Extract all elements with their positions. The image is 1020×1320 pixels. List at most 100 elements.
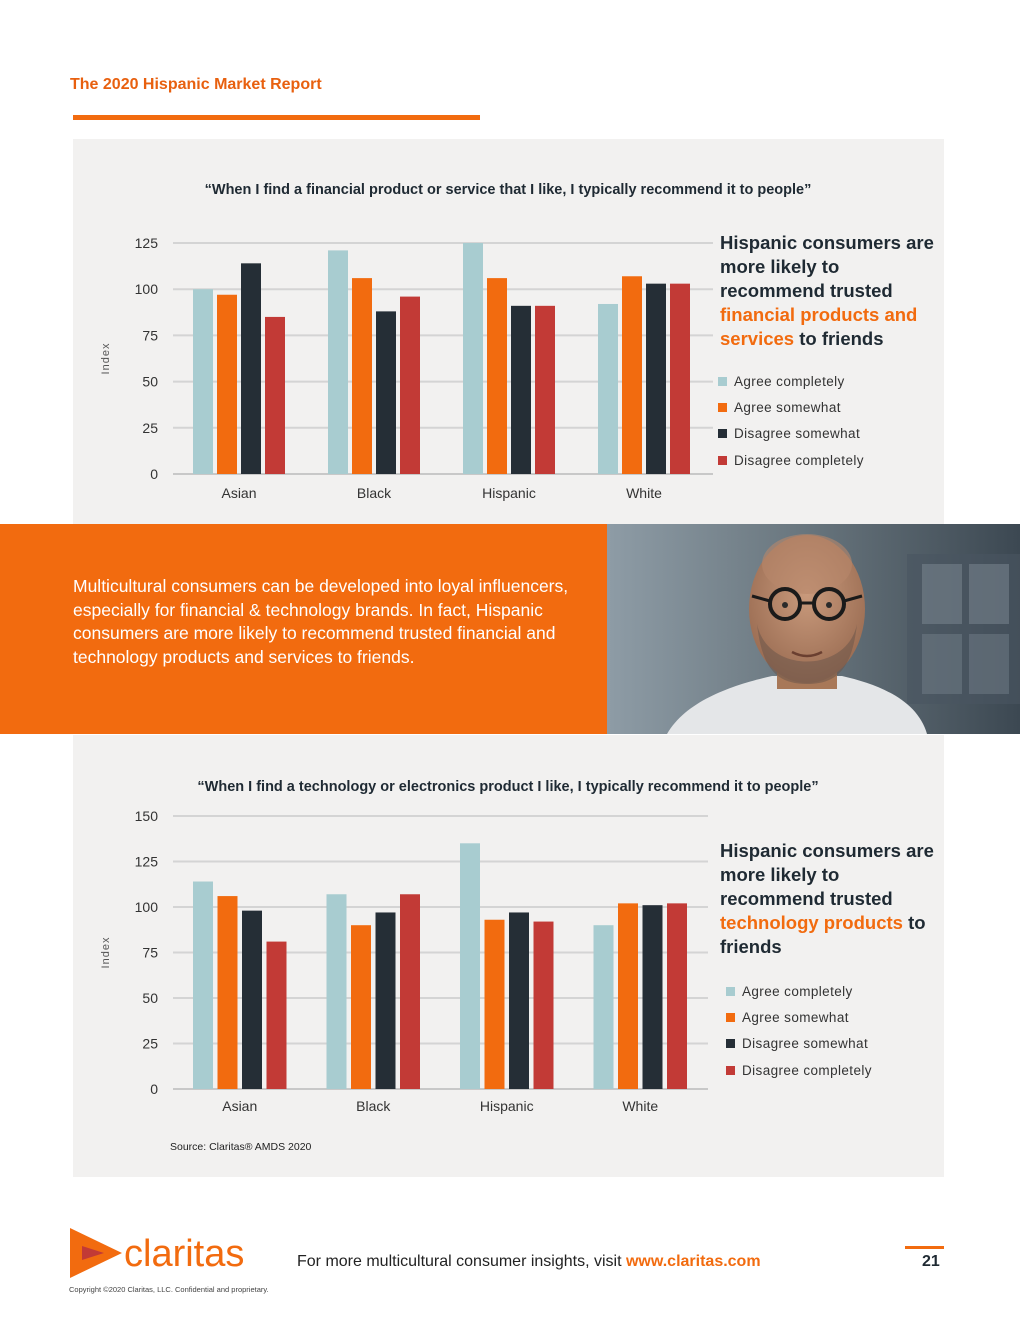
y-tick-label: 25 [142,1036,158,1052]
bar-white-disagree-completely [670,283,690,474]
legend-item: Agree somewhat [726,1004,872,1030]
legend-item: Disagree somewhat [718,421,864,447]
legend-item: Disagree completely [718,447,864,473]
bar-hispanic-agree-somewhat [487,278,507,474]
y-tick-label: 75 [142,945,158,961]
callout-highlight: financial products and services [720,304,918,349]
y-tick-label: 0 [150,466,158,482]
bar-asian-agree-somewhat [217,294,237,474]
callout-text: Hispanic consumers are more likely to re… [720,840,934,909]
bar-white-agree-completely [593,925,614,1089]
x-category-label: White [622,1098,658,1114]
financial-callout: Hispanic consumers are more likely to re… [720,231,935,351]
legend-item: Disagree completely [726,1057,872,1083]
bar-hispanic-agree-somewhat [484,919,505,1089]
technology-chart-panel: “When I find a technology or electronics… [73,735,944,1177]
footer-website-link[interactable]: www.claritas.com [625,1253,761,1270]
y-tick-label: 100 [135,281,159,297]
y-tick-label: 150 [135,808,159,824]
legend-swatch [718,376,727,386]
bar-asian-agree-completely [193,289,213,474]
logo-wordmark: claritas [124,1233,244,1275]
legend-swatch [726,1039,735,1049]
bar-hispanic-disagree-somewhat [511,305,531,474]
bar-asian-disagree-somewhat [242,910,262,1089]
bar-white-disagree-somewhat [646,283,666,474]
page-number-rule [905,1246,944,1249]
bar-asian-disagree-completely [266,941,287,1089]
legend-label: Disagree somewhat [742,1036,869,1052]
x-category-label: Black [356,1098,391,1114]
page-number: 21 [922,1253,940,1270]
claritas-logo: claritas [70,1228,244,1278]
bar-black-disagree-somewhat [375,912,396,1089]
bar-white-agree-completely [598,303,618,474]
x-category-label: Asian [222,1098,257,1114]
chart-title: “When I find a technology or electronics… [197,779,818,795]
legend-swatch [726,1065,735,1075]
legend-swatch [718,402,727,412]
bar-white-agree-somewhat [622,276,642,474]
bar-asian-agree-completely [193,881,213,1089]
legend-swatch [726,986,735,996]
bar-hispanic-agree-completely [460,843,480,1089]
callout-text: Hispanic consumers are more likely to re… [720,232,934,301]
bar-asian-disagree-somewhat [241,263,261,474]
y-tick-label: 125 [135,854,159,870]
bar-black-agree-completely [326,894,347,1089]
legend-swatch [718,429,727,439]
technology-bar-chart: “When I find a technology or electronics… [100,779,819,1153]
x-category-label: Asian [221,485,256,501]
bar-white-disagree-completely [667,903,687,1089]
title-divider [73,115,480,120]
legend-label: Disagree completely [734,452,864,468]
bar-black-agree-somewhat [352,278,372,474]
y-tick-label: 50 [142,374,158,390]
legend-label: Disagree somewhat [734,426,861,442]
legend-label: Agree completely [734,373,845,389]
bar-hispanic-disagree-completely [533,921,554,1089]
bar-asian-disagree-completely [265,316,285,474]
legend-label: Agree somewhat [734,399,841,415]
bar-black-agree-completely [328,250,348,474]
callout-highlight: technology products [720,912,903,933]
bar-hispanic-agree-completely [463,243,483,474]
bar-white-disagree-somewhat [642,905,663,1089]
bar-black-agree-somewhat [351,925,371,1089]
footer-visit-text: For more multicultural consumer insights… [297,1253,761,1270]
bar-black-disagree-somewhat [376,311,396,474]
legend-label: Disagree completely [742,1062,872,1078]
legend-label: Agree somewhat [742,1009,849,1025]
report-title: The 2020 Hispanic Market Report [70,76,322,93]
technology-legend: Agree completely Agree somewhat Disagree s… [726,978,872,1083]
callout-text-end: to friends [720,912,926,957]
financial-bar-chart: “When I find a financial product or serv… [100,182,812,501]
y-axis-title: Index [100,937,112,969]
bar-hispanic-disagree-somewhat [509,912,529,1089]
technology-callout: Hispanic consumers are more likely to re… [720,839,935,959]
bar-hispanic-disagree-completely [535,305,555,474]
financial-legend: Agree completely Agree somewhat Disagree s… [718,368,864,473]
portrait-photo [607,524,1020,734]
legend-item: Agree completely [718,368,864,394]
y-tick-label: 0 [150,1081,158,1097]
bar-asian-agree-somewhat [217,896,238,1089]
x-category-label: Black [357,485,392,501]
bar-black-disagree-completely [400,894,420,1089]
bar-black-disagree-completely [400,296,420,474]
y-axis-title: Index [100,343,112,375]
copyright-notice: Copyright ©2020 Claritas, LLC. Confident… [69,1285,269,1294]
legend-swatch [726,1012,735,1022]
legend-item: Agree completely [726,978,872,1004]
x-category-label: White [626,485,662,501]
x-category-label: Hispanic [482,485,536,501]
legend-label: Agree completely [742,983,853,999]
y-tick-label: 25 [142,420,158,436]
legend-swatch [718,455,727,465]
legend-item: Disagree somewhat [726,1031,872,1057]
source-note: Source: Claritas® AMDS 2020 [170,1141,312,1153]
bar-white-agree-somewhat [618,903,638,1089]
x-category-label: Hispanic [480,1098,534,1114]
chart-title: “When I find a financial product or serv… [205,182,812,198]
portrait-illustration [607,524,1020,734]
